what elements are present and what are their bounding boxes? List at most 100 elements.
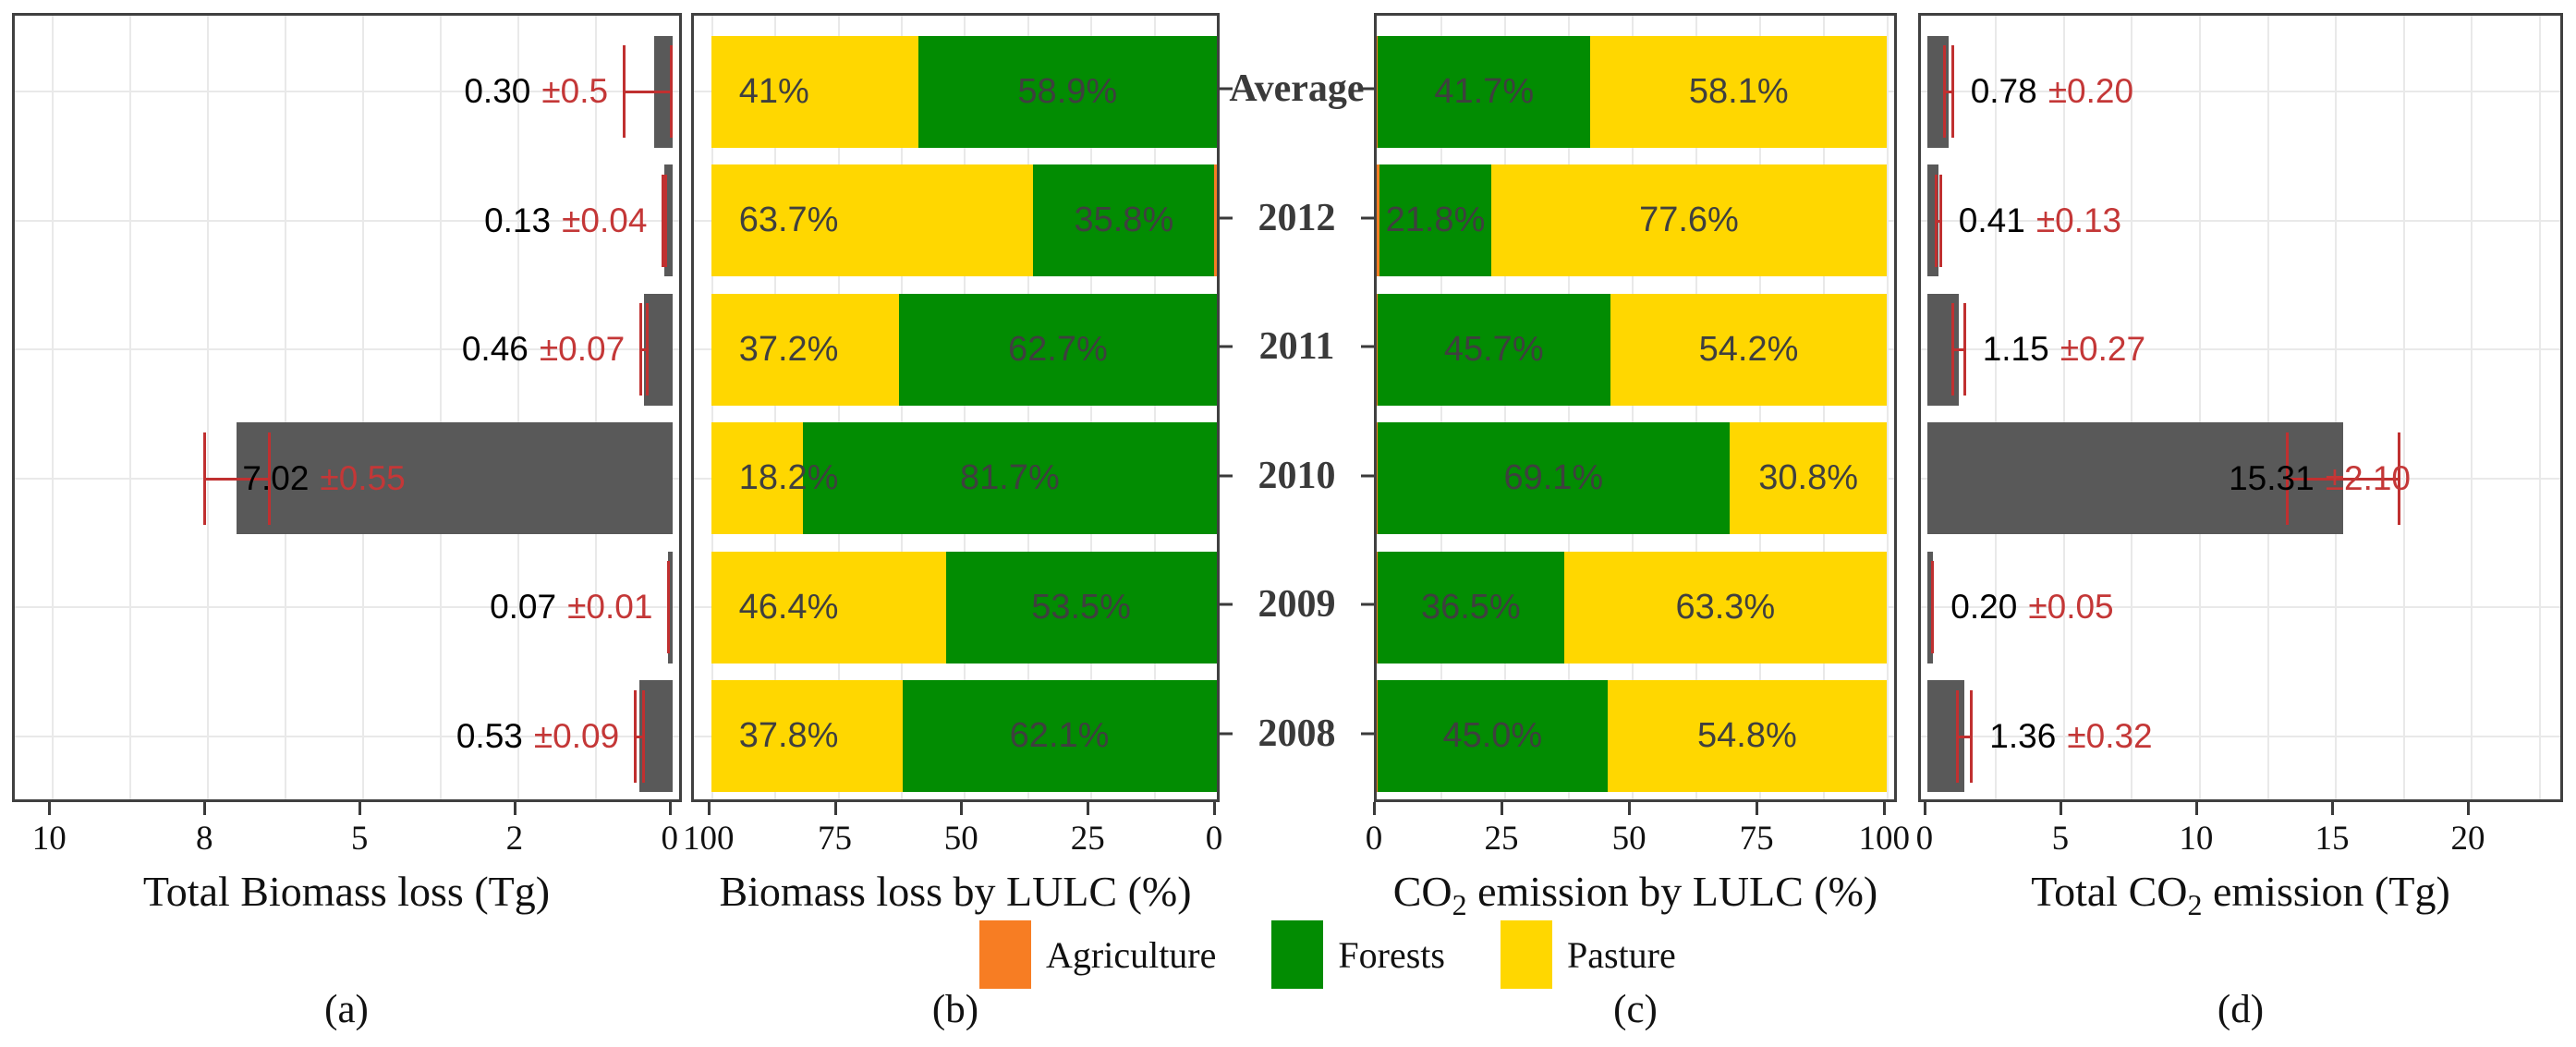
value-label: 0.20 ±0.05 (1950, 552, 2113, 664)
legend-item-pasture: Pasture (1500, 920, 1676, 989)
panel-biomass-loss-by-lulc: 58.9% 41% 35.8% 63.7% 62.7% 37.2% 81.7% 18.2% 53… (691, 13, 1220, 802)
error-bar (667, 561, 671, 653)
segment-forests: 35.8% (1033, 164, 1215, 276)
year-label: 2012 (1258, 196, 1336, 239)
error-text: ±0.01 (567, 588, 653, 626)
segment-forests: 81.7% (803, 422, 1217, 534)
axis-tick-label: 5 (2051, 820, 2070, 858)
gridline (285, 16, 287, 799)
segment-forests: 62.7% (899, 293, 1217, 406)
gridline (1995, 16, 1998, 799)
gridline (516, 16, 519, 799)
segment-pasture: 46.4% (711, 551, 946, 664)
panel-letter-d: (d) (2217, 988, 2265, 1031)
gridline (1090, 16, 1093, 799)
axis-tick-label: 20 (2450, 820, 2485, 858)
segment-percent-label: 58.9% (1017, 71, 1118, 111)
gridline (2062, 16, 2065, 799)
segment-pasture: 37.2% (711, 293, 900, 406)
year-tick (1220, 216, 1233, 219)
segment-percent-label: 30.8% (1758, 458, 1859, 497)
legend-label: Agriculture (1046, 933, 1217, 976)
segment-percent-label: 36.5% (1420, 587, 1521, 627)
value-label: 0.13 ±0.04 (484, 164, 647, 276)
axis-tick-label: 25 (1070, 820, 1105, 858)
total-bar (668, 551, 673, 664)
error-bar (634, 689, 646, 783)
axis-title-sub: 2 (2187, 888, 2203, 922)
total-bar (1926, 551, 1933, 664)
segment-percent-label: 35.8% (1074, 201, 1174, 239)
segment-pasture: 58.1% (1590, 35, 1888, 148)
total-bar (664, 164, 673, 276)
error-text: ±0.32 (2067, 716, 2153, 755)
segment-agriculture (1216, 35, 1217, 148)
segment-agriculture (1377, 164, 1380, 276)
legend-item-agriculture: Agriculture (979, 920, 1216, 989)
axis-title-text: CO (1392, 868, 1452, 915)
panel-total-co2-emission: 0.78 ±0.20 0.41 ±0.13 1.15 ±0.27 15.31 ±2.10 0.2… (1918, 13, 2563, 802)
segment-percent-label: 77.6% (1639, 201, 1739, 239)
segment-pasture: 63.7% (711, 164, 1034, 276)
gridline (711, 16, 713, 799)
gridline (2335, 16, 2337, 799)
segment-pasture: 37.8% (711, 680, 903, 792)
segment-forests: 53.5% (945, 551, 1217, 664)
gridline (1921, 91, 2560, 92)
panel-co2-emission-by-lulc: 41.7% 58.1% 21.8% 77.6% 45.7% 54.2% 69.1% 30.8%… (1374, 13, 1897, 802)
gridline (1153, 16, 1156, 799)
gridline (594, 16, 597, 799)
segment-percent-label: 41.7% (1434, 71, 1535, 111)
segment-pasture: 41% (711, 35, 919, 148)
segment-forests: 45.0% (1378, 680, 1608, 792)
segment-percent-label: 18.2% (738, 458, 839, 497)
gridline (900, 16, 903, 799)
year-label: Average (1229, 67, 1365, 110)
gridline (1695, 16, 1698, 799)
axis-tick-label: 50 (1611, 820, 1646, 858)
gridline (2131, 16, 2133, 799)
axis-tick (2194, 802, 2198, 815)
segment-percent-label: 41% (738, 71, 809, 111)
axis-tick-label: 2 (505, 820, 524, 858)
total-bar (643, 293, 673, 406)
axis-tick (1923, 802, 1926, 815)
segment-percent-label: 58.1% (1688, 71, 1789, 111)
error-bar (1931, 561, 1935, 653)
gridline (1887, 16, 1889, 799)
pasture-swatch-icon (1500, 920, 1552, 989)
gridline (15, 606, 679, 608)
segment-forests: 45.7% (1377, 293, 1610, 406)
gridline (1504, 16, 1506, 799)
legend-label: Forests (1338, 933, 1445, 976)
axis-tick (1628, 802, 1632, 815)
axis-title-text: Biomass loss by LULC (%) (719, 868, 1192, 915)
year-tick (1220, 732, 1233, 735)
year-tick (1361, 87, 1374, 91)
segment-agriculture (1216, 422, 1217, 534)
segment-agriculture (1214, 164, 1217, 276)
value-label: 15.31 ±2.10 (2229, 422, 2411, 534)
gridline (1027, 16, 1029, 799)
panel-letter-c: (c) (1613, 988, 1658, 1031)
year-tick (1220, 87, 1233, 91)
axis-tick-label: 0 (1365, 820, 1383, 858)
gridline (1759, 16, 1762, 799)
gridline (15, 735, 679, 737)
axis-title-text: Total CO (2031, 868, 2188, 915)
value-label: 0.30 ±0.5 (464, 36, 608, 148)
year-tick (1361, 732, 1374, 735)
error-bar (202, 432, 272, 525)
error-text: ±0.5 (541, 72, 609, 110)
error-text: ±0.05 (2028, 588, 2114, 626)
segment-agriculture (1377, 680, 1379, 792)
year-label: 2010 (1258, 454, 1336, 497)
error-bar (1935, 174, 1942, 267)
axis-tick-label: 0 (1915, 820, 1934, 858)
x-axis-title-b: Biomass loss by LULC (%) (719, 867, 1191, 922)
axis-tick (358, 802, 362, 815)
panel-total-biomass-loss: 0.30 ±0.5 0.13 ±0.04 0.46 ±0.07 7.02 ±0.55 0.07 ±… (12, 13, 682, 802)
error-text: ±0.07 (539, 330, 626, 368)
axis-tick (203, 802, 207, 815)
